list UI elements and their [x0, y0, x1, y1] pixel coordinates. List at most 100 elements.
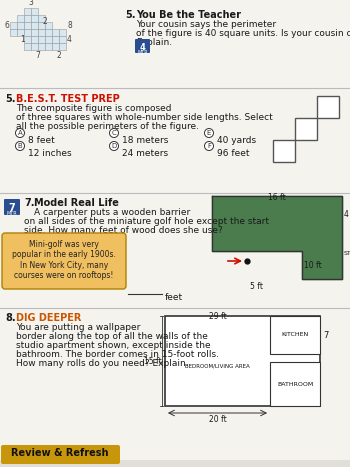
Circle shape: [204, 142, 214, 150]
Text: The composite figure is composed: The composite figure is composed: [16, 104, 172, 113]
Bar: [38, 43, 45, 50]
Text: MTR: MTR: [137, 50, 148, 55]
Text: side. How many feet of wood does she use?: side. How many feet of wood does she use…: [24, 226, 223, 235]
Bar: [165, 316, 320, 406]
Text: 5 ft: 5 ft: [251, 282, 264, 291]
Text: Explain.: Explain.: [136, 38, 172, 47]
Bar: [45, 29, 52, 36]
Text: 4 ft: 4 ft: [344, 210, 350, 219]
Text: You are putting a wallpaper: You are putting a wallpaper: [16, 323, 140, 332]
Bar: [31, 29, 38, 36]
Bar: [38, 29, 45, 36]
FancyBboxPatch shape: [135, 39, 150, 53]
Bar: [59, 43, 66, 50]
Text: D: D: [111, 143, 117, 149]
Bar: [24, 36, 31, 43]
Bar: [24, 22, 31, 29]
Text: studio apartment shown, except inside the: studio apartment shown, except inside th…: [16, 341, 211, 350]
Text: 8 feet: 8 feet: [28, 136, 55, 145]
Text: 4: 4: [67, 35, 72, 44]
Text: 40 yards: 40 yards: [217, 136, 256, 145]
Text: KITCHEN: KITCHEN: [281, 333, 309, 338]
Text: 24 meters: 24 meters: [122, 149, 168, 158]
Bar: [31, 36, 38, 43]
Text: 5.: 5.: [5, 94, 15, 104]
Text: 10 ft: 10 ft: [304, 261, 322, 269]
Bar: [10, 22, 17, 29]
Circle shape: [15, 128, 24, 137]
Bar: [31, 15, 38, 22]
Bar: [45, 43, 52, 50]
Text: 6: 6: [4, 21, 9, 30]
Bar: [52, 36, 59, 43]
Text: 29 ft: 29 ft: [209, 312, 226, 321]
Text: A carpenter puts a wooden barrier: A carpenter puts a wooden barrier: [34, 208, 190, 217]
Text: 16 ft: 16 ft: [268, 193, 286, 202]
Polygon shape: [212, 196, 342, 279]
Text: How many rolls do you need? Explain.: How many rolls do you need? Explain.: [16, 359, 189, 368]
Text: 7: 7: [36, 51, 41, 60]
Text: STA: STA: [344, 251, 350, 256]
Text: 7.: 7.: [24, 198, 35, 208]
Bar: [273, 140, 295, 162]
Text: 2: 2: [57, 51, 61, 60]
Bar: [31, 8, 38, 15]
Bar: [45, 36, 52, 43]
Text: border along the top of all the walls of the: border along the top of all the walls of…: [16, 332, 208, 341]
Bar: [10, 29, 17, 36]
Text: feet: feet: [165, 293, 183, 302]
Bar: [38, 36, 45, 43]
Bar: [45, 22, 52, 29]
Circle shape: [15, 142, 24, 150]
Bar: [295, 118, 317, 140]
Text: Review & Refresh: Review & Refresh: [11, 448, 109, 458]
Text: all the possible perimeters of the figure.: all the possible perimeters of the figur…: [16, 122, 199, 131]
Text: B: B: [18, 143, 22, 149]
Bar: [24, 15, 31, 22]
Bar: [17, 22, 24, 29]
Text: 2: 2: [43, 17, 47, 27]
Bar: [31, 43, 38, 50]
Bar: [24, 29, 31, 36]
Bar: [270, 362, 320, 406]
Text: BATHROOM: BATHROOM: [277, 382, 313, 387]
Text: 4: 4: [140, 43, 146, 52]
Circle shape: [204, 128, 214, 137]
Bar: [38, 22, 45, 29]
Text: B.E.S.T. TEST PREP: B.E.S.T. TEST PREP: [16, 94, 120, 104]
Bar: [59, 29, 66, 36]
Bar: [59, 36, 66, 43]
Text: 7: 7: [9, 203, 15, 213]
Bar: [17, 29, 24, 36]
Text: on all sides of the miniature golf hole except the start: on all sides of the miniature golf hole …: [24, 217, 269, 226]
Bar: [24, 43, 31, 50]
Text: 96 feet: 96 feet: [217, 149, 250, 158]
Bar: [31, 22, 38, 29]
Text: 1: 1: [21, 35, 25, 44]
Text: of three squares with whole-number side lengths. Select: of three squares with whole-number side …: [16, 113, 273, 122]
Text: 20 ft: 20 ft: [209, 415, 226, 424]
FancyBboxPatch shape: [1, 445, 120, 464]
Text: 15 ft: 15 ft: [144, 356, 162, 366]
Text: bathroom. The border comes in 15-foot rolls.: bathroom. The border comes in 15-foot ro…: [16, 350, 219, 359]
Circle shape: [110, 142, 119, 150]
Text: F: F: [207, 143, 211, 149]
Text: 8.: 8.: [5, 313, 16, 323]
Bar: [52, 29, 59, 36]
FancyBboxPatch shape: [4, 199, 20, 215]
Bar: [270, 316, 320, 354]
Text: BEDROOM/LIVING AREA: BEDROOM/LIVING AREA: [185, 363, 250, 368]
Text: C: C: [112, 130, 116, 136]
Text: 5.: 5.: [125, 10, 135, 20]
Bar: [317, 96, 339, 118]
Text: of the figure is 40 square units. Is your cousin correct?: of the figure is 40 square units. Is you…: [136, 29, 350, 38]
Text: 12 inches: 12 inches: [28, 149, 72, 158]
Text: MTR: MTR: [7, 211, 17, 216]
Bar: [38, 15, 45, 22]
Bar: [24, 8, 31, 15]
Bar: [17, 15, 24, 22]
FancyBboxPatch shape: [2, 233, 126, 289]
Text: 3: 3: [29, 0, 34, 7]
Text: Mini-golf was very
popular in the early 1900s.
In New York City, many
courses we: Mini-golf was very popular in the early …: [12, 240, 116, 280]
Text: E: E: [207, 130, 211, 136]
